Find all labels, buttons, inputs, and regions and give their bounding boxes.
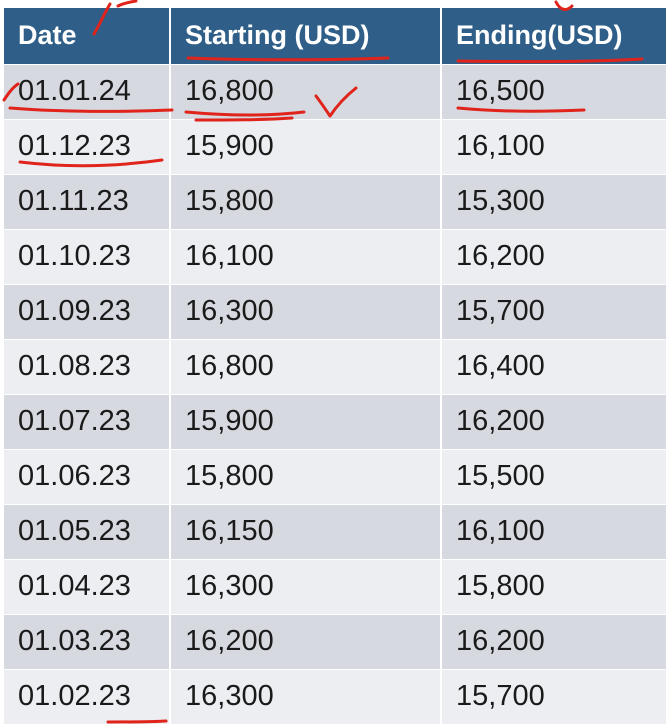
cell-starting: 16,200 bbox=[170, 613, 442, 669]
cell-date: 01.12.23 bbox=[4, 118, 171, 174]
price-table: Date Starting (USD) Ending(USD) 01.01.24… bbox=[4, 8, 666, 724]
cell-date: 01.05.23 bbox=[4, 503, 171, 559]
table-row: 01.05.23 16,150 16,100 bbox=[4, 503, 666, 559]
cell-starting: 15,800 bbox=[170, 448, 442, 504]
cell-starting: 16,300 bbox=[170, 283, 442, 339]
table-row: 01.08.23 16,800 16,400 bbox=[4, 338, 666, 394]
table-row: 01.11.23 15,800 15,300 bbox=[4, 173, 666, 229]
cell-starting: 16,150 bbox=[170, 503, 442, 559]
cell-date: 01.09.23 bbox=[4, 283, 171, 339]
cell-ending: 16,500 bbox=[441, 63, 666, 119]
cell-date: 01.02.23 bbox=[4, 668, 171, 724]
cell-date: 01.03.23 bbox=[4, 613, 171, 669]
table-row: 01.06.23 15,800 15,500 bbox=[4, 448, 666, 504]
table-row: 01.03.23 16,200 16,200 bbox=[4, 613, 666, 669]
cell-ending: 16,200 bbox=[441, 613, 666, 669]
header-date: Date bbox=[4, 8, 171, 64]
header-ending: Ending(USD) bbox=[441, 8, 666, 64]
cell-date: 01.04.23 bbox=[4, 558, 171, 614]
cell-date: 01.10.23 bbox=[4, 228, 171, 284]
cell-date: 01.08.23 bbox=[4, 338, 171, 394]
cell-ending: 16,200 bbox=[441, 393, 666, 449]
cell-starting: 15,800 bbox=[170, 173, 442, 229]
table-row: 01.07.23 15,900 16,200 bbox=[4, 393, 666, 449]
cell-ending: 15,700 bbox=[441, 668, 666, 724]
cell-starting: 16,300 bbox=[170, 668, 442, 724]
cell-ending: 16,400 bbox=[441, 338, 666, 394]
cell-date: 01.06.23 bbox=[4, 448, 171, 504]
header-row: Date Starting (USD) Ending(USD) bbox=[4, 8, 666, 64]
cell-ending: 16,200 bbox=[441, 228, 666, 284]
cell-ending: 15,800 bbox=[441, 558, 666, 614]
cell-ending: 16,100 bbox=[441, 118, 666, 174]
data-table-container: Date Starting (USD) Ending(USD) 01.01.24… bbox=[4, 8, 666, 724]
table-row: 01.10.23 16,100 16,200 bbox=[4, 228, 666, 284]
table-row: 01.12.23 15,900 16,100 bbox=[4, 118, 666, 174]
cell-ending: 15,300 bbox=[441, 173, 666, 229]
cell-ending: 16,100 bbox=[441, 503, 666, 559]
cell-ending: 15,500 bbox=[441, 448, 666, 504]
table-body: 01.01.24 16,800 16,500 01.12.23 15,900 16,100… bbox=[4, 63, 666, 724]
cell-date: 01.07.23 bbox=[4, 393, 171, 449]
table-row: 01.02.23 16,300 15,700 bbox=[4, 668, 666, 724]
cell-starting: 16,100 bbox=[170, 228, 442, 284]
cell-starting: 16,800 bbox=[170, 63, 442, 119]
cell-starting: 15,900 bbox=[170, 118, 442, 174]
cell-date: 01.11.23 bbox=[4, 173, 171, 229]
cell-ending: 15,700 bbox=[441, 283, 666, 339]
table-row: 01.09.23 16,300 15,700 bbox=[4, 283, 666, 339]
cell-starting: 15,900 bbox=[170, 393, 442, 449]
table-row: 01.04.23 16,300 15,800 bbox=[4, 558, 666, 614]
table-row: 01.01.24 16,800 16,500 bbox=[4, 63, 666, 119]
cell-starting: 16,800 bbox=[170, 338, 442, 394]
cell-date: 01.01.24 bbox=[4, 63, 171, 119]
annotation-stroke-top bbox=[116, 0, 138, 8]
header-starting: Starting (USD) bbox=[170, 8, 442, 64]
cell-starting: 16,300 bbox=[170, 558, 442, 614]
